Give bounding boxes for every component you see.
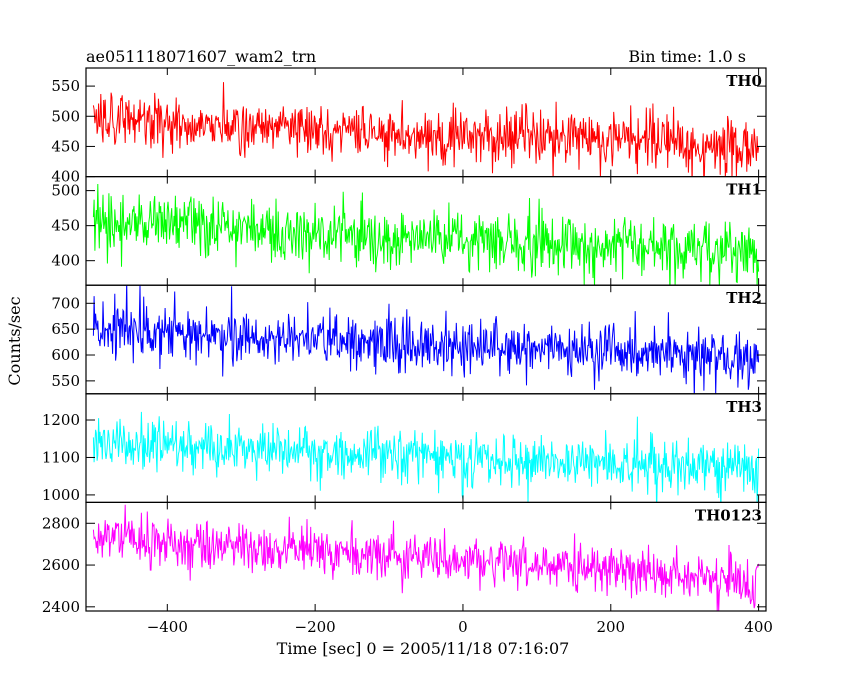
y-tick-label: 650: [51, 320, 80, 338]
panel-label-th0123: TH0123: [695, 506, 762, 524]
x-tick-label: −200: [295, 618, 336, 636]
bin-time-label: Bin time: 1.0 s: [628, 47, 746, 66]
panel-label-th1: TH1: [726, 181, 762, 199]
y-tick-label: 500: [51, 107, 80, 125]
y-tick-label: 700: [51, 294, 80, 312]
y-tick-label: 450: [51, 217, 80, 235]
panel-label-th2: TH2: [726, 289, 762, 307]
x-tick-label: 200: [596, 618, 625, 636]
x-tick-label: 400: [744, 618, 773, 636]
panel-frame: [85, 501, 767, 612]
series-line-th2: [92, 285, 760, 394]
panel-label-th3: TH3: [726, 398, 762, 416]
panels-group: 400 450 500 550 TH0 400 450 500 TH1 550 600 650 700 T…: [42, 67, 773, 636]
y-tick-label: 600: [51, 346, 80, 364]
x-tick-label: 0: [458, 618, 468, 636]
series-line-th0123: [92, 504, 760, 611]
y-tick-label: 550: [51, 372, 80, 390]
y-tick-label: 2600: [42, 556, 80, 574]
x-tick-label: −400: [147, 618, 188, 636]
y-tick-label: 2400: [42, 598, 80, 616]
y-tick-label: 2800: [42, 514, 80, 532]
y-tick-label: 1100: [42, 448, 80, 466]
y-axis-label: Counts/sec: [5, 296, 24, 385]
y-tick-label: 400: [51, 168, 80, 186]
series-line-th3: [92, 411, 760, 503]
y-tick-label: 400: [51, 252, 80, 270]
x-axis-label: Time [sec] 0 = 2005/11/18 07:16:07: [277, 639, 570, 658]
y-tick-label: 1000: [42, 486, 80, 504]
y-tick-label: 450: [51, 137, 80, 155]
chart-title: ae051118071607_wam2_trn: [86, 47, 316, 66]
series-line-th0: [92, 82, 760, 177]
panel-label-th0: TH0: [726, 72, 762, 90]
series-line-th1: [92, 183, 760, 286]
y-tick-label: 550: [51, 77, 80, 95]
y-tick-label: 500: [51, 182, 80, 200]
y-tick-label: 1200: [42, 411, 80, 429]
